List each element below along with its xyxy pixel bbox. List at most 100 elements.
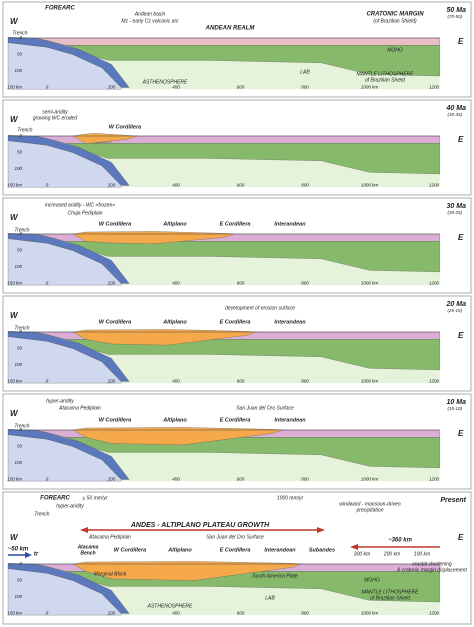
label: & cratonic margin displacement [397, 567, 467, 573]
label: Interandean [274, 319, 306, 325]
age-range: (45-35) [447, 112, 462, 117]
label: Andean basin [134, 11, 166, 17]
age-label: 10 Ma [447, 399, 467, 406]
label: Atacama Pediplain [58, 405, 101, 411]
slab [7, 135, 130, 186]
label: Altiplano [162, 221, 187, 227]
label: Bench [80, 550, 95, 556]
distance-tick-label: 600 [237, 378, 245, 383]
age-label: 20 Ma [446, 301, 467, 308]
orogen [72, 231, 235, 245]
distance-tick-label: 1000 km [361, 476, 379, 481]
distance-tick-label: 1000 km [361, 378, 379, 383]
label: Trench [14, 423, 29, 429]
depth-tick-label: 150 km [7, 85, 22, 90]
arrow-head [25, 552, 32, 558]
label: ASTHENOSPHERE [142, 79, 188, 85]
distance-tick-label: 800 [301, 476, 309, 481]
label: San Juan del Oro Surface [236, 405, 294, 411]
depth-tick-label: 50 [17, 444, 23, 449]
label: E Cordillera [220, 417, 251, 423]
label: Trench [34, 511, 49, 517]
label: 100 km [414, 551, 430, 557]
distance-tick-label: 0 [46, 610, 49, 615]
orogen [72, 427, 283, 446]
distance-tick-label: 200 [107, 378, 116, 383]
distance-tick-label: 800 [301, 378, 309, 383]
depth-tick-label: 0 [19, 427, 22, 432]
label: ANDEAN REALM [205, 26, 256, 32]
age-range: (70-50) [447, 14, 462, 19]
depth-tick-label: 150 km [7, 477, 22, 482]
arrow-head [350, 544, 358, 550]
label: Marginal Block [94, 571, 127, 577]
east-label: E [458, 429, 464, 438]
label: Atacama [77, 544, 99, 550]
distance-tick-label: 400 [172, 84, 180, 89]
distance-tick-label: 200 [107, 182, 116, 187]
distance-tick-label: 0 [46, 280, 49, 285]
west-label: W [10, 213, 19, 222]
distance-tick-label: 400 [172, 476, 180, 481]
depth-tick-label: 50 [17, 52, 23, 57]
label: crustal shortening [412, 561, 452, 567]
depth-tick-label: 150 km [7, 611, 22, 616]
distance-tick-label: 600 [237, 84, 245, 89]
label: 1000 mm/yr [277, 495, 304, 501]
slab [7, 37, 130, 88]
distance-tick-label: 400 [172, 610, 180, 615]
depth-tick-label: 0 [19, 329, 22, 334]
depth-tick-label: 100 [14, 264, 22, 269]
distance-tick-label: 1200 [429, 610, 440, 615]
label: MOHO [364, 577, 380, 583]
distance-tick-label: 1200 [429, 84, 440, 89]
east-label: E [458, 233, 464, 242]
label: E Cordillera [220, 221, 251, 227]
label: MANTLE LITHOSPHERE [362, 589, 420, 595]
label: Interandean [274, 221, 306, 227]
west-label: W [10, 409, 19, 418]
distance-tick-label: 1200 [429, 476, 440, 481]
distance-tick-label: 200 [107, 476, 116, 481]
distance-tick-label: 200 [107, 84, 116, 89]
label: Trench [17, 127, 32, 133]
label: W Cordillera [114, 547, 146, 553]
arrow-head [80, 527, 88, 533]
distance-tick-label: 1000 km [361, 182, 379, 187]
west-label: W [10, 533, 19, 542]
label: 300 km [354, 551, 370, 557]
distance-tick-label: 600 [237, 280, 245, 285]
label: of Brazilian Shield [365, 77, 405, 83]
distance-tick-label: 400 [172, 378, 180, 383]
slab [7, 331, 130, 382]
label: E Cordillera [220, 319, 251, 325]
label: ASTHENOSPHERE [147, 603, 193, 609]
orogen [72, 329, 257, 346]
label: MANTLE LITHOSPHERE [357, 71, 415, 77]
distance-tick-label: 600 [237, 610, 245, 615]
label: Trench [14, 325, 29, 331]
label: ANDES - ALTIPLANO PLATEAU GROWTH [130, 522, 270, 529]
label: 200 km [383, 551, 400, 557]
label: of Brazilian Shield [370, 595, 410, 601]
arrow-head [317, 527, 325, 533]
label: FOREARC [40, 496, 70, 502]
label: increased aridity - WC «frozen» [45, 202, 115, 208]
depth-tick-label: 150 km [7, 281, 22, 286]
depth-tick-label: 50 [17, 150, 23, 155]
age-label: 40 Ma [446, 105, 467, 112]
label: hyper-aridity [46, 398, 74, 404]
label: San Juan del Oro Surface [206, 534, 264, 540]
label: W Cordillera [99, 221, 131, 227]
label: W Cordillera [99, 417, 131, 423]
label: windward - monsoon-driven [339, 501, 401, 507]
label: Mz - early Cz volcanic arc [121, 18, 179, 24]
label: Interandean [274, 417, 306, 423]
label: hyper-aridity [56, 503, 84, 509]
label: Trench [14, 227, 29, 233]
depth-tick-label: 100 [14, 362, 22, 367]
west-label: W [10, 115, 19, 124]
age-range: (15-10) [447, 406, 462, 411]
depth-tick-label: 100 [14, 594, 22, 599]
